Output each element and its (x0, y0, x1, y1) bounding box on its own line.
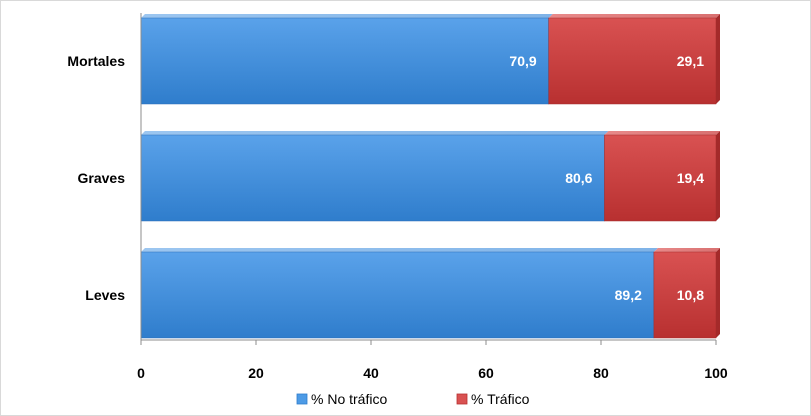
category-label-mortales: Mortales (67, 53, 125, 69)
bar-top-mortales-tr-fico (548, 14, 720, 18)
x-tick-label-0: 0 (137, 365, 145, 381)
bar-leves-no-tr-fico (140, 251, 655, 339)
y-axis-categories: Mortales Graves Leves (67, 53, 125, 303)
data-label-mortales-no-tr-fico: 70,9 (509, 53, 536, 69)
x-tick-label-40: 40 (363, 365, 379, 381)
data-label-graves-no-tr-fico: 80,6 (565, 170, 592, 186)
bar-top-graves-tr-fico (604, 131, 720, 135)
bar-mortales-no-tr-fico (140, 17, 549, 105)
bar-leves-tr-fico (653, 251, 717, 339)
bar-top-mortales-no-tr-fico (141, 14, 553, 18)
bar-side-leves (716, 248, 720, 338)
x-tick-label-100: 100 (704, 365, 728, 381)
x-tick-label-60: 60 (478, 365, 494, 381)
bar-graves-no-tr-fico (140, 134, 605, 222)
x-tick-label-80: 80 (593, 365, 609, 381)
category-label-leves: Leves (85, 287, 125, 303)
data-label-leves-no-tr-fico: 89,2 (615, 287, 642, 303)
bar-side-mortales (716, 14, 720, 104)
legend-label-no-tr-fico: % No tráfico (311, 391, 387, 407)
legend-marker-tr-fico (456, 393, 468, 405)
bar-top-leves-tr-fico (653, 248, 720, 252)
bars-layer: 70,9 29,1 80,6 19,4 89,2 10,8 (140, 14, 720, 339)
data-label-graves-tr-fico: 19,4 (677, 170, 704, 186)
bar-mortales-tr-fico (548, 17, 717, 105)
category-label-graves: Graves (78, 170, 126, 186)
data-label-mortales-tr-fico: 29,1 (677, 53, 704, 69)
bar-graves-tr-fico (604, 134, 717, 222)
x-axis: 0 20 40 60 80 100 (137, 13, 728, 381)
data-label-leves-tr-fico: 10,8 (677, 287, 704, 303)
bar-top-graves-no-tr-fico (141, 131, 609, 135)
bar-top-leves-no-tr-fico (141, 248, 658, 252)
x-tick-label-20: 20 (248, 365, 264, 381)
legend-label-tr-fico: % Tráfico (471, 391, 530, 407)
legend-marker-no-tr-fico (296, 393, 308, 405)
legend: % No tráfico % Tráfico (296, 391, 530, 407)
bar-side-graves (716, 131, 720, 221)
